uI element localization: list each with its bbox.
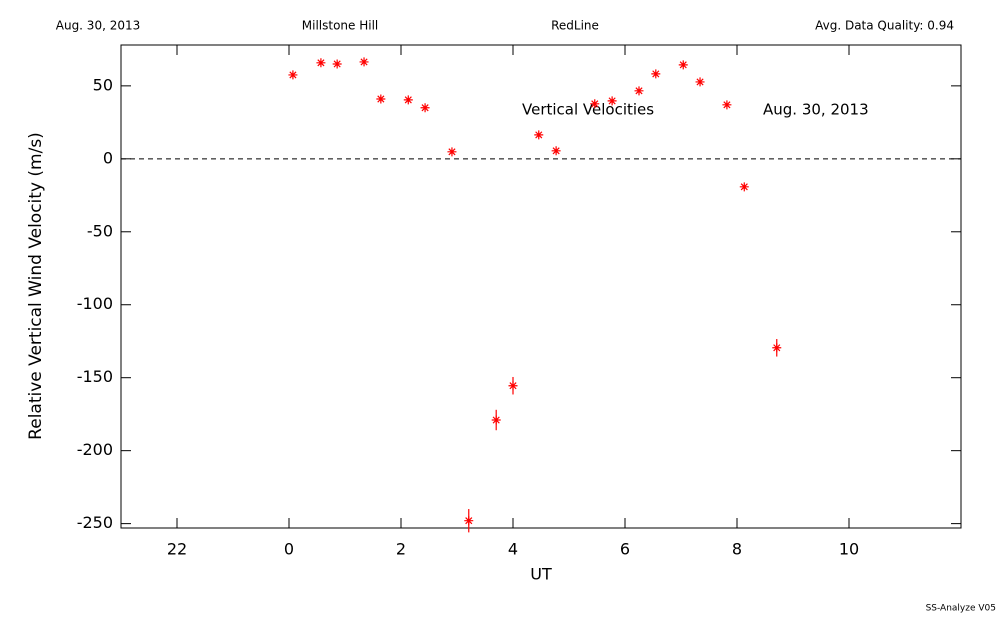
point xyxy=(491,415,501,425)
y-tick-label: 0 xyxy=(103,148,113,167)
y-tick-label: -150 xyxy=(77,367,113,386)
point xyxy=(634,86,644,96)
point xyxy=(551,146,561,156)
point xyxy=(695,77,705,87)
point xyxy=(332,59,342,69)
point xyxy=(534,130,544,140)
x-tick-label: 0 xyxy=(284,540,294,559)
point xyxy=(590,99,600,109)
header-date: Aug. 30, 2013 xyxy=(56,19,141,33)
point xyxy=(288,70,298,80)
plot-frame xyxy=(120,44,962,529)
header-site: Millstone Hill xyxy=(302,19,378,33)
x-tick-label: 22 xyxy=(167,540,187,559)
x-tick-label: 6 xyxy=(620,540,630,559)
y-tick-label: -100 xyxy=(77,294,113,313)
footer: SS-Analyze V05 xyxy=(926,604,996,614)
point xyxy=(772,343,782,353)
annotation: Vertical Velocities xyxy=(522,101,654,119)
point xyxy=(376,94,386,104)
point xyxy=(651,69,661,79)
point xyxy=(316,58,326,68)
point xyxy=(464,516,474,526)
y-tick-label: 50 xyxy=(93,75,113,94)
point xyxy=(607,96,617,106)
x-tick-label: 8 xyxy=(732,540,742,559)
y-axis-label: Relative Vertical Wind Velocity (m/s) xyxy=(26,132,46,440)
y-tick-label: -250 xyxy=(77,513,113,532)
header-line: RedLine xyxy=(551,19,599,33)
point xyxy=(359,57,369,67)
point xyxy=(739,182,749,192)
x-tick-label: 2 xyxy=(396,540,406,559)
point xyxy=(420,103,430,113)
x-tick-label: 4 xyxy=(508,540,518,559)
y-tick-label: -50 xyxy=(87,221,113,240)
x-tick-label: 10 xyxy=(839,540,859,559)
point xyxy=(678,60,688,70)
header-quality: Avg. Data Quality: 0.94 xyxy=(815,19,954,33)
x-axis-label: UT xyxy=(530,565,552,584)
point xyxy=(722,100,732,110)
point xyxy=(447,147,457,157)
point xyxy=(403,95,413,105)
point xyxy=(508,381,518,391)
y-tick-label: -200 xyxy=(77,440,113,459)
annotation: Aug. 30, 2013 xyxy=(763,101,869,119)
